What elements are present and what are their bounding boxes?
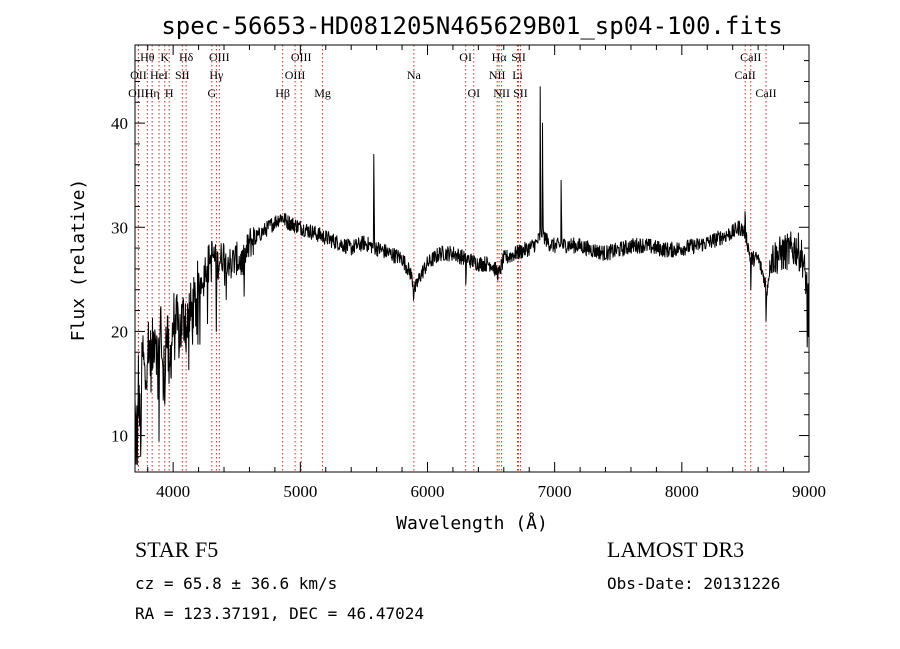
line-label: K	[160, 50, 169, 64]
plot-frame	[134, 44, 810, 473]
line-label: H	[165, 86, 174, 100]
x-tick-label: 6000	[410, 482, 444, 501]
x-tick-label: 7000	[538, 482, 572, 501]
line-label: Na	[407, 68, 422, 82]
line-label: Hγ	[209, 68, 224, 82]
line-label: SII	[513, 86, 528, 100]
y-tick-label: 10	[111, 427, 128, 446]
line-label: G	[207, 86, 216, 100]
coordinates: RA = 123.37191, DEC = 46.47024	[135, 604, 424, 623]
line-label: NII	[493, 86, 510, 100]
line-label: OI	[459, 50, 472, 64]
line-label: OI	[467, 86, 480, 100]
line-label: OIII	[128, 86, 149, 100]
line-label: Hδ	[179, 50, 194, 64]
y-axis-label: Flux (relative)	[68, 179, 89, 342]
axes: 4000 5000 6000 7000 8000 9000 10 20 30 40	[111, 45, 826, 501]
line-label: Hα	[492, 50, 508, 64]
x-tick-label: 8000	[665, 482, 699, 501]
line-label: Hθ	[140, 50, 155, 64]
survey-name: LAMOST DR3	[607, 537, 745, 562]
x-tick-label: 4000	[156, 482, 190, 501]
x-axis-label: Wavelength (Å)	[396, 512, 548, 534]
x-tick-label: 5000	[283, 482, 317, 501]
spectrum-line	[134, 86, 810, 466]
y-tick-label: 40	[111, 114, 128, 133]
line-label: CaII	[734, 68, 755, 82]
chart-title: spec-56653-HD081205N465629B01_sp04-100.f…	[161, 12, 782, 40]
line-label: OIII	[209, 50, 230, 64]
line-label: CaII	[740, 50, 761, 64]
line-label: Li	[512, 68, 523, 82]
obs-date: Obs-Date: 20131226	[607, 574, 781, 593]
y-tick-label: 20	[111, 322, 128, 341]
line-label: Hβ	[275, 86, 290, 100]
line-label: SII	[175, 68, 190, 82]
y-tick-label: 30	[111, 218, 128, 237]
line-label: HeI	[150, 68, 168, 82]
line-label: Mg	[314, 86, 331, 100]
line-label: Hη	[145, 86, 160, 100]
line-label: CaII	[755, 86, 776, 100]
spectrum-series	[134, 86, 810, 466]
x-tick-label: 9000	[792, 482, 826, 501]
redshift-cz: cz = 65.8 ± 36.6 km/s	[135, 574, 338, 593]
line-label: OIII	[291, 50, 312, 64]
line-label: NII	[489, 68, 506, 82]
line-label: OII	[130, 68, 147, 82]
object-class: STAR F5	[135, 537, 219, 562]
line-label: OIII	[285, 68, 306, 82]
line-label: SII	[511, 50, 526, 64]
